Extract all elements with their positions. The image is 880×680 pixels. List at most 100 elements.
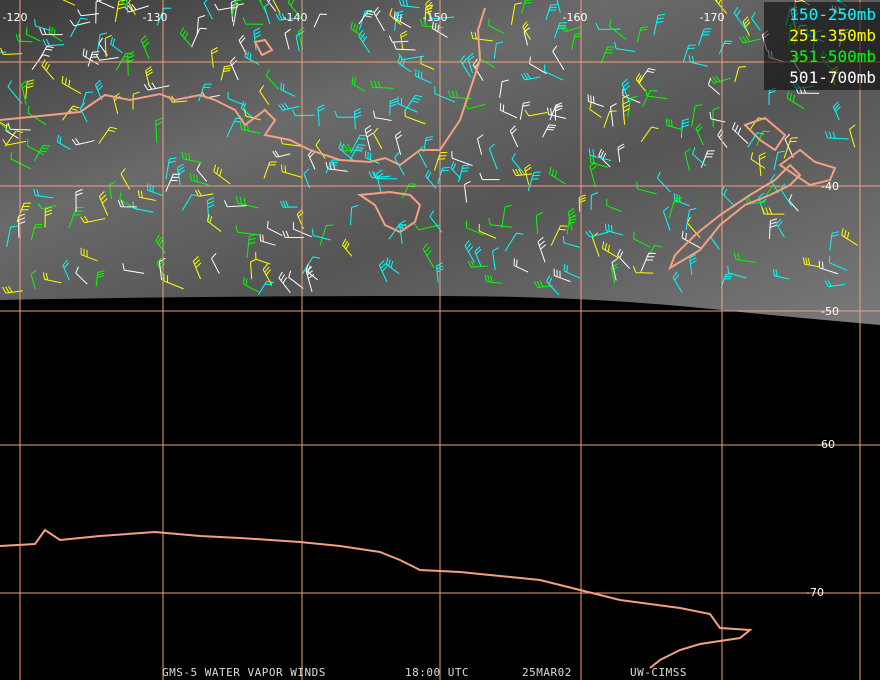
wind-barb xyxy=(350,21,366,39)
wind-barb xyxy=(196,163,208,182)
wind-barb xyxy=(415,68,432,84)
wind-barb xyxy=(190,173,209,186)
wind-barb xyxy=(181,194,199,211)
wind-barb xyxy=(739,35,761,44)
wind-barb xyxy=(621,78,631,103)
longitude-label: -170 xyxy=(700,11,725,24)
wind-barb xyxy=(689,254,697,275)
wind-barb xyxy=(258,0,267,14)
wind-barb xyxy=(211,252,220,274)
wind-barb xyxy=(554,22,567,39)
longitude-label: -150 xyxy=(423,11,448,24)
wind-barb xyxy=(192,256,202,280)
wind-barb xyxy=(262,263,273,285)
wind-barb xyxy=(349,204,359,226)
wind-barb xyxy=(524,109,548,117)
wind-barb xyxy=(364,125,373,151)
wind-barb xyxy=(484,274,503,284)
wind-barb xyxy=(588,148,611,161)
wind-barb xyxy=(353,108,362,130)
wind-barb xyxy=(802,257,820,268)
wind-barb xyxy=(389,8,402,26)
wind-barb xyxy=(98,126,118,144)
wind-barb xyxy=(128,0,136,16)
wind-barb xyxy=(358,10,375,25)
wind-barb xyxy=(513,258,529,273)
wind-barb xyxy=(0,122,11,133)
wind-barb xyxy=(464,240,475,263)
wind-barb xyxy=(479,172,500,181)
wind-barb xyxy=(373,110,392,122)
wind-barb xyxy=(773,150,785,170)
wind-barb xyxy=(26,138,45,156)
wind-barb xyxy=(682,44,696,63)
wind-barb xyxy=(424,4,433,24)
wind-barb xyxy=(511,152,526,176)
wind-barb xyxy=(61,75,82,94)
wind-barb xyxy=(10,151,31,169)
wind-barb xyxy=(604,223,624,236)
wind-barb xyxy=(761,207,785,215)
wind-barb xyxy=(504,232,524,252)
wind-barb xyxy=(691,104,703,127)
wind-barb xyxy=(244,49,260,66)
wind-barb xyxy=(350,134,367,154)
wind-barb xyxy=(388,223,407,240)
wind-barb xyxy=(758,152,766,176)
wind-barb xyxy=(143,82,170,91)
wind-barb xyxy=(849,124,856,148)
wind-barb xyxy=(836,0,848,7)
wind-barb xyxy=(220,65,232,81)
wind-barb xyxy=(30,269,37,290)
wind-barb xyxy=(400,30,408,51)
wind-barb xyxy=(198,83,212,102)
wind-barb xyxy=(467,260,488,268)
wind-barb xyxy=(281,164,302,178)
wind-barb xyxy=(33,188,54,199)
wind-barb xyxy=(207,197,215,221)
footer-text: UW-CIMSS xyxy=(630,666,687,679)
wind-barb xyxy=(758,192,767,215)
wind-barb xyxy=(17,213,26,238)
wind-barb xyxy=(499,103,518,119)
wind-barb xyxy=(292,222,312,238)
wind-barb xyxy=(668,197,682,219)
wind-barb xyxy=(272,0,281,14)
wind-barb xyxy=(236,196,259,209)
longitude-label: -120 xyxy=(3,11,28,24)
wind-barb xyxy=(34,18,51,31)
wind-barb xyxy=(470,31,493,42)
wind-barb xyxy=(527,171,541,192)
wind-barb xyxy=(349,144,366,161)
wind-barb xyxy=(493,41,504,59)
wind-barb xyxy=(457,164,471,183)
wind-barb xyxy=(707,77,721,95)
wind-barb xyxy=(644,89,668,100)
wind-barb xyxy=(315,139,326,159)
wind-barb xyxy=(509,125,519,148)
wind-barb xyxy=(786,91,805,109)
wind-barb xyxy=(272,150,291,158)
wind-barb xyxy=(288,270,304,289)
wind-barb xyxy=(611,258,619,281)
wind-barb xyxy=(394,152,405,176)
wind-barb xyxy=(533,280,554,289)
coastline xyxy=(253,38,274,57)
wind-barb xyxy=(829,255,848,272)
longitude-label: -130 xyxy=(143,11,168,24)
wind-barb xyxy=(287,0,303,20)
wind-barb xyxy=(155,234,166,254)
wind-barb xyxy=(488,217,513,228)
wind-barb xyxy=(537,236,547,263)
wind-barb xyxy=(477,134,484,155)
wind-barb xyxy=(552,45,565,71)
wind-barb xyxy=(466,220,485,236)
wind-barb xyxy=(242,17,264,25)
coastlines xyxy=(0,7,837,669)
wind-barb xyxy=(585,230,609,238)
wind-barb xyxy=(520,72,541,81)
wind-barb xyxy=(632,265,654,274)
legend-entry: 150-250mb xyxy=(789,5,876,24)
wind-barb xyxy=(243,277,259,293)
